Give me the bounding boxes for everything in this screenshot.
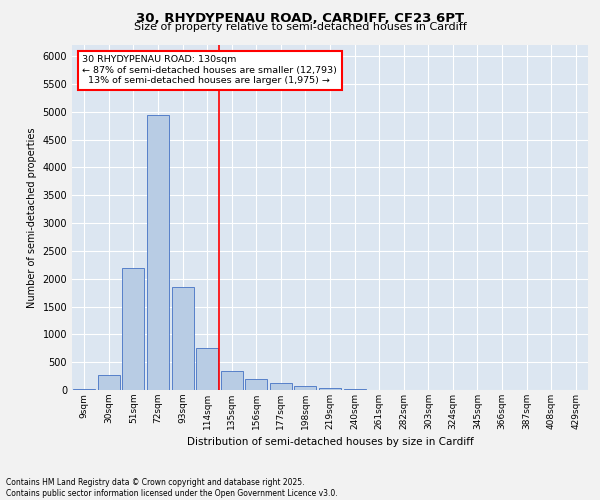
Bar: [196, 348, 218, 390]
Y-axis label: Number of semi-detached properties: Number of semi-detached properties: [27, 127, 37, 308]
Bar: [344, 389, 365, 390]
Text: Contains HM Land Registry data © Crown copyright and database right 2025.
Contai: Contains HM Land Registry data © Crown c…: [6, 478, 338, 498]
Bar: [172, 287, 194, 390]
Bar: [245, 379, 268, 390]
Bar: [147, 114, 169, 390]
Bar: [295, 386, 316, 390]
Bar: [221, 370, 243, 390]
Bar: [319, 388, 341, 390]
Bar: [98, 375, 120, 390]
Bar: [270, 383, 292, 390]
Bar: [122, 268, 145, 390]
Text: 30 RHYDYPENAU ROAD: 130sqm
← 87% of semi-detached houses are smaller (12,793)
  : 30 RHYDYPENAU ROAD: 130sqm ← 87% of semi…: [82, 56, 337, 85]
X-axis label: Distribution of semi-detached houses by size in Cardiff: Distribution of semi-detached houses by …: [187, 438, 473, 448]
Text: 30, RHYDYPENAU ROAD, CARDIFF, CF23 6PT: 30, RHYDYPENAU ROAD, CARDIFF, CF23 6PT: [136, 12, 464, 26]
Text: Size of property relative to semi-detached houses in Cardiff: Size of property relative to semi-detach…: [134, 22, 466, 32]
Bar: [73, 389, 95, 390]
